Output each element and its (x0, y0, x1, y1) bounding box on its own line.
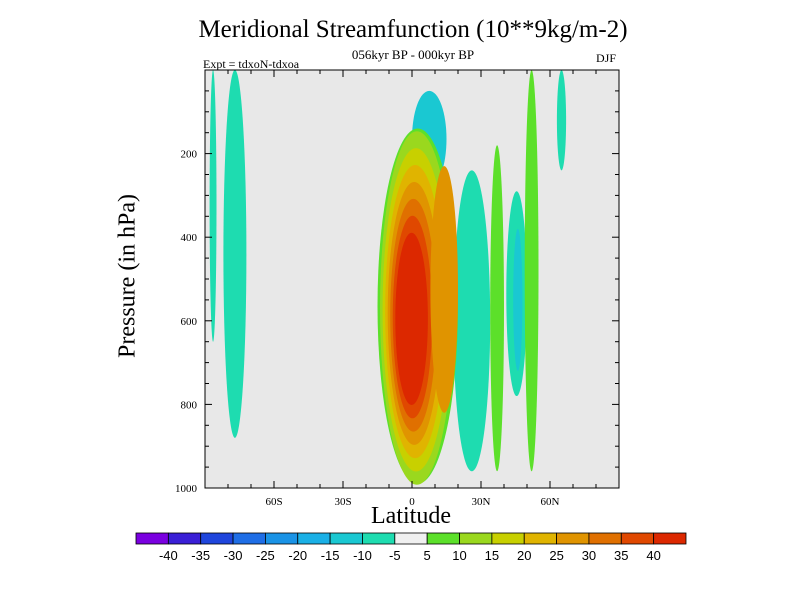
y-axis-ticks: 200 400 600 800 1000 (175, 90, 619, 495)
colorbar-swatch (135, 532, 169, 545)
experiment-label: Expt = tdxoN-tdxoa (203, 57, 300, 71)
colorbar-label: 35 (614, 548, 628, 563)
colorbar-swatch (620, 532, 655, 545)
y-tick-label: 200 (181, 149, 198, 161)
colorbar-swatch (362, 532, 396, 545)
colorbar-swatch (556, 532, 590, 545)
colorbar-swatch (459, 532, 493, 545)
contour-region-7 (490, 145, 504, 472)
x-tick-label: 60S (265, 496, 282, 508)
x-axis-label: Latitude (371, 503, 451, 529)
x-axis-ticks: 60S 30S 0 30N 60N (227, 70, 597, 508)
contour-region-8 (524, 70, 539, 472)
colorbar-label: 40 (646, 548, 660, 563)
contour-level-40 (395, 232, 428, 406)
colorbar-swatch (653, 532, 687, 545)
colorbar-label: -30 (224, 548, 243, 563)
colorbar-label: -15 (321, 548, 340, 563)
colorbar-swatch (167, 532, 202, 545)
contour-region-11 (430, 166, 459, 413)
y-tick-label: 800 (181, 399, 198, 411)
y-tick-label: 1000 (175, 483, 198, 495)
colorbar-label: -20 (288, 548, 307, 563)
colorbar-label: -35 (191, 548, 210, 563)
colorbar-label: -40 (159, 548, 178, 563)
contour-region-9 (556, 70, 567, 171)
colorbar-swatch (329, 532, 363, 545)
colorbar-swatch (232, 532, 266, 545)
colorbar: -40 -35 -30 -25 -20 -15 -10 -5 5 10 15 20 25 30 35 40 (135, 532, 687, 563)
y-tick-label: 400 (181, 232, 198, 244)
colorbar-label: -25 (256, 548, 275, 563)
streamfunction-field (209, 70, 567, 485)
colorbar-swatch (426, 532, 460, 545)
colorbar-label: 30 (582, 548, 596, 563)
colorbar-swatch (297, 532, 331, 545)
colorbar-swatch (394, 532, 428, 545)
contour-region-0 (223, 70, 247, 438)
season-label: DJF (596, 51, 617, 65)
x-tick-label: 30S (334, 496, 351, 508)
colorbar-label: 25 (549, 548, 563, 563)
colorbar-swatch (523, 532, 557, 545)
x-tick-label: 60N (541, 496, 560, 508)
colorbar-label: -5 (389, 548, 401, 563)
colorbar-swatch (588, 532, 622, 545)
y-tick-label: 600 (181, 316, 198, 328)
colorbar-label: -10 (353, 548, 372, 563)
chart-title: Meridional Streamfunction (10**9kg/m-2) (198, 16, 628, 43)
contour-region-4 (453, 170, 491, 472)
colorbar-label: 20 (517, 548, 531, 563)
chart-subtitle: 056kyr BP - 000kyr BP (351, 47, 475, 62)
contour-region-6 (513, 228, 523, 371)
colorbar-label: 15 (485, 548, 499, 563)
colorbar-label: 10 (452, 548, 466, 563)
x-tick-label: 30N (472, 496, 491, 508)
x-tick-label: 0 (409, 496, 415, 508)
colorbar-label: 5 (424, 548, 431, 563)
colorbar-swatch (200, 532, 234, 545)
contour-region-1 (209, 70, 217, 342)
colorbar-swatch (265, 532, 299, 545)
colorbar-swatch (491, 532, 525, 545)
